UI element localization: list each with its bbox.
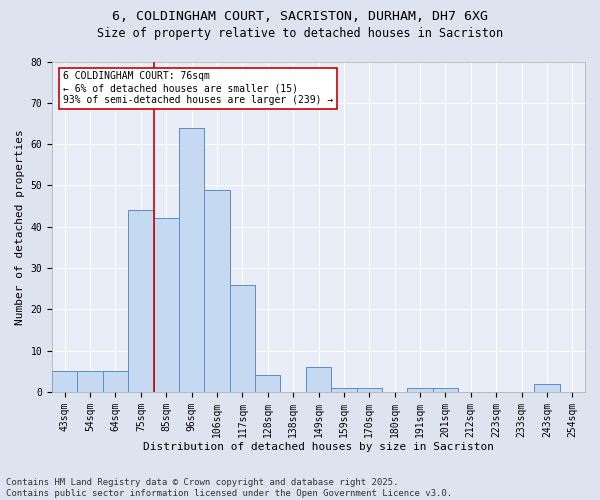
Bar — [179, 128, 205, 392]
Bar — [154, 218, 179, 392]
Bar — [103, 372, 128, 392]
Text: Size of property relative to detached houses in Sacriston: Size of property relative to detached ho… — [97, 28, 503, 40]
Text: 6 COLDINGHAM COURT: 76sqm
← 6% of detached houses are smaller (15)
93% of semi-d: 6 COLDINGHAM COURT: 76sqm ← 6% of detach… — [62, 72, 333, 104]
Bar — [77, 372, 103, 392]
Text: Contains HM Land Registry data © Crown copyright and database right 2025.
Contai: Contains HM Land Registry data © Crown c… — [6, 478, 452, 498]
Bar — [306, 367, 331, 392]
Bar — [255, 376, 280, 392]
Bar — [331, 388, 356, 392]
X-axis label: Distribution of detached houses by size in Sacriston: Distribution of detached houses by size … — [143, 442, 494, 452]
Bar — [205, 190, 230, 392]
Bar — [128, 210, 154, 392]
Y-axis label: Number of detached properties: Number of detached properties — [15, 129, 25, 324]
Bar — [356, 388, 382, 392]
Bar — [230, 284, 255, 392]
Text: 6, COLDINGHAM COURT, SACRISTON, DURHAM, DH7 6XG: 6, COLDINGHAM COURT, SACRISTON, DURHAM, … — [112, 10, 488, 23]
Bar — [433, 388, 458, 392]
Bar — [52, 372, 77, 392]
Bar — [534, 384, 560, 392]
Bar — [407, 388, 433, 392]
